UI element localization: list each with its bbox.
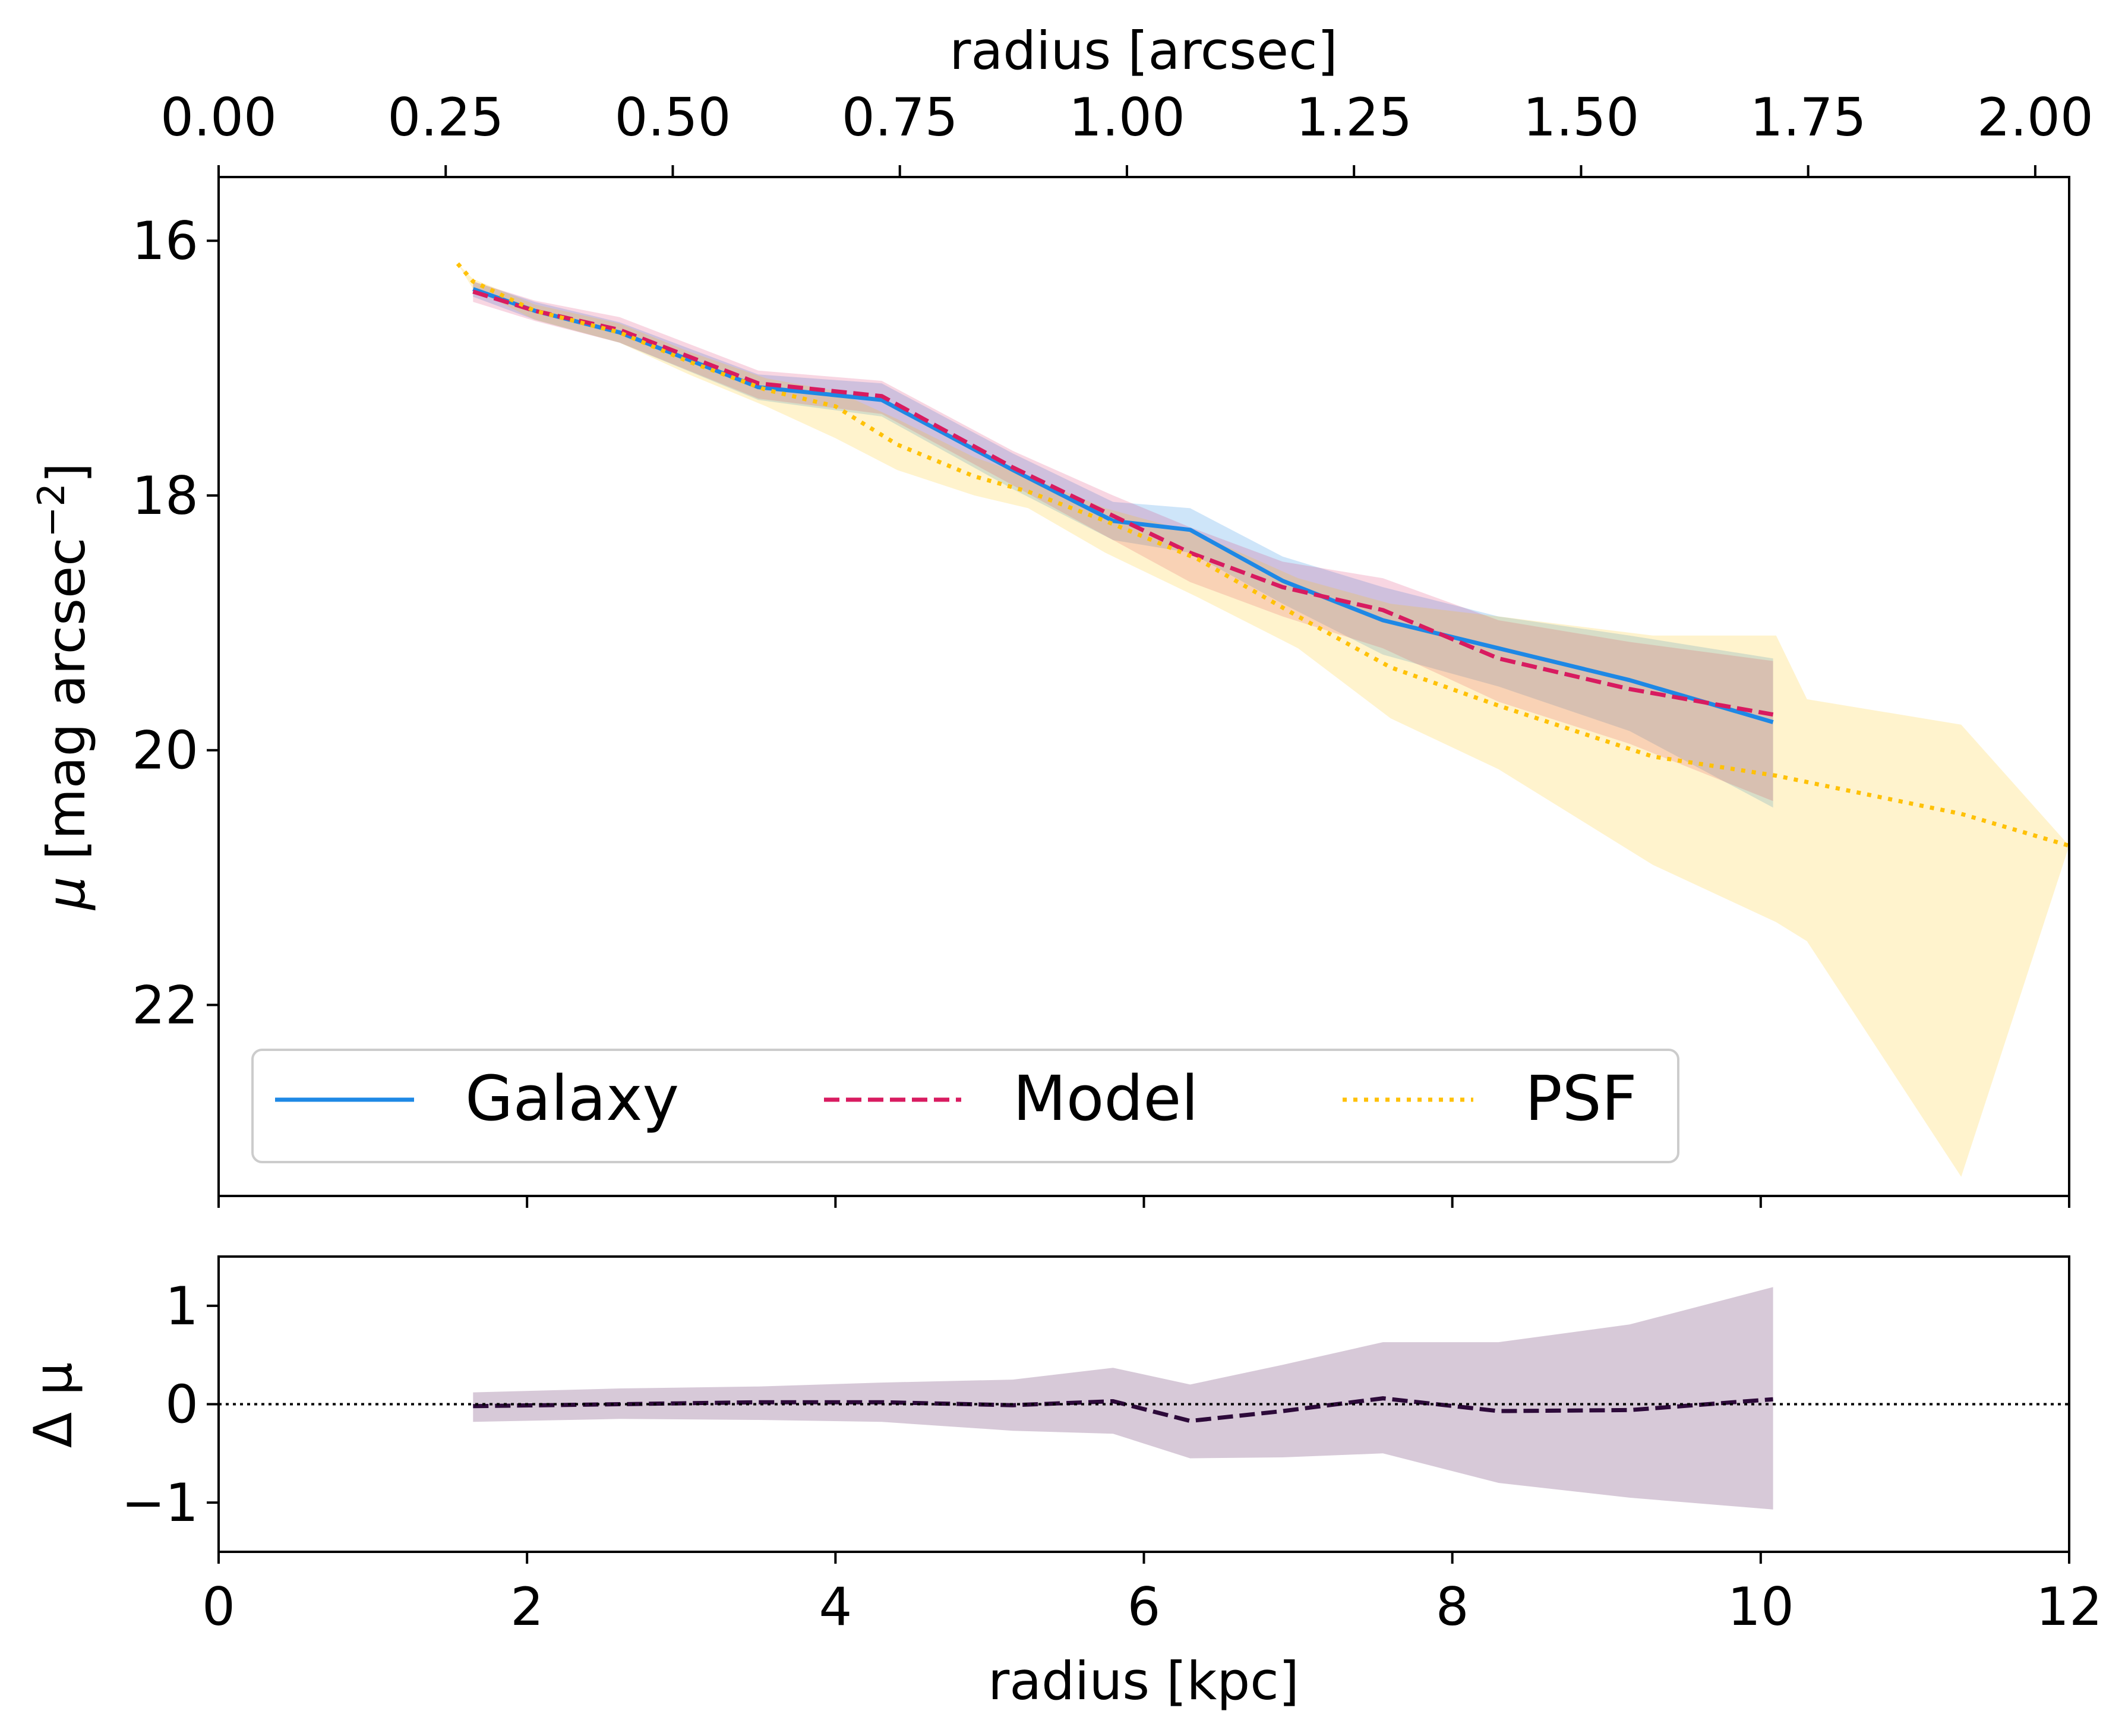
top-xtick-label: 0.25 — [387, 87, 504, 148]
legend-galaxy-label: Galaxy — [465, 1062, 679, 1135]
main-ytick-label: 18 — [132, 465, 198, 526]
main-panel: 16 18 20 22 0.00 0.25 0.50 0.75 1.00 1.25 1.50 1.7… — [30, 20, 2094, 1208]
top-xtick-label: 1.75 — [1750, 87, 1867, 148]
residual-ytick-label: 0 — [165, 1374, 198, 1435]
x-axis-label: radius [kpc] — [988, 1650, 1299, 1712]
main-x-ticks-top: 0.00 0.25 0.50 0.75 1.00 1.25 1.50 1.75 2.00 — [160, 87, 2094, 177]
main-model-line — [472, 289, 1774, 717]
residual-y-ticks: 1 0 −1 — [121, 1276, 219, 1533]
main-x-ticks-bottom — [217, 1196, 2070, 1208]
legend: Galaxy Model PSF — [251, 1049, 1679, 1163]
ylabel-close: ] — [36, 463, 97, 483]
main-galaxy-line — [472, 287, 1774, 724]
main-psf-band — [457, 263, 2069, 1177]
residual-lines — [219, 1396, 2069, 1423]
residual-panel: 10−1 0 2 4 6 8 10 12 Δ μ radius [kpc] — [23, 1255, 2102, 1712]
top-xtick-label: 1.50 — [1523, 87, 1639, 148]
main-ytick-label: 20 — [132, 720, 198, 781]
main-model-band — [473, 281, 1773, 801]
ylabel-text: [mag arcsec — [36, 538, 97, 877]
residual-xtick-label: 0 — [202, 1576, 235, 1637]
legend-box — [251, 1049, 1679, 1163]
top-xtick-label: 1.25 — [1296, 87, 1412, 148]
residual-delta-mu-band — [473, 1287, 1773, 1510]
residual-y-axis-label: Δ μ — [23, 1362, 84, 1448]
legend-psf-label: PSF — [1525, 1062, 1637, 1135]
ylabel-superscript: −2 — [30, 483, 73, 537]
residual-xtick-label: 4 — [819, 1576, 852, 1637]
main-psf-line — [456, 262, 2069, 848]
residual-x-ticks: 0 2 4 6 8 10 12 — [202, 1552, 2102, 1637]
residual-xtick-label: 8 — [1436, 1576, 1469, 1637]
legend-model-label: Model — [1013, 1062, 1198, 1135]
residual-bands — [473, 1287, 1773, 1510]
residual-xtick-label: 10 — [1728, 1576, 1794, 1637]
top-xtick-label: 2.00 — [1977, 87, 2094, 148]
main-galaxy-band — [473, 281, 1773, 808]
residual-ytick-label: −1 — [121, 1472, 198, 1533]
top-xtick-label: 0.75 — [842, 87, 958, 148]
residual-xtick-label: 12 — [2036, 1576, 2102, 1637]
main-ytick-label: 16 — [132, 210, 198, 272]
main-ytick-label: 22 — [132, 974, 198, 1036]
residual-xtick-label: 2 — [510, 1576, 544, 1637]
top-axis-label: radius [arcsec] — [949, 20, 1338, 81]
main-y-ticks: 16 18 20 22 — [132, 210, 219, 1036]
residual-xtick-label: 6 — [1128, 1576, 1161, 1637]
main-bands — [457, 263, 2069, 1177]
residual-ytick-label: 1 — [165, 1276, 198, 1337]
mu-symbol: μ — [36, 876, 97, 911]
top-xtick-label: 0.00 — [160, 87, 277, 148]
top-xtick-label: 1.00 — [1069, 87, 1185, 148]
top-xtick-label: 0.50 — [615, 87, 731, 148]
main-y-axis-label: μ [mag arcsec−2] — [30, 463, 97, 911]
main-lines — [456, 262, 2069, 848]
